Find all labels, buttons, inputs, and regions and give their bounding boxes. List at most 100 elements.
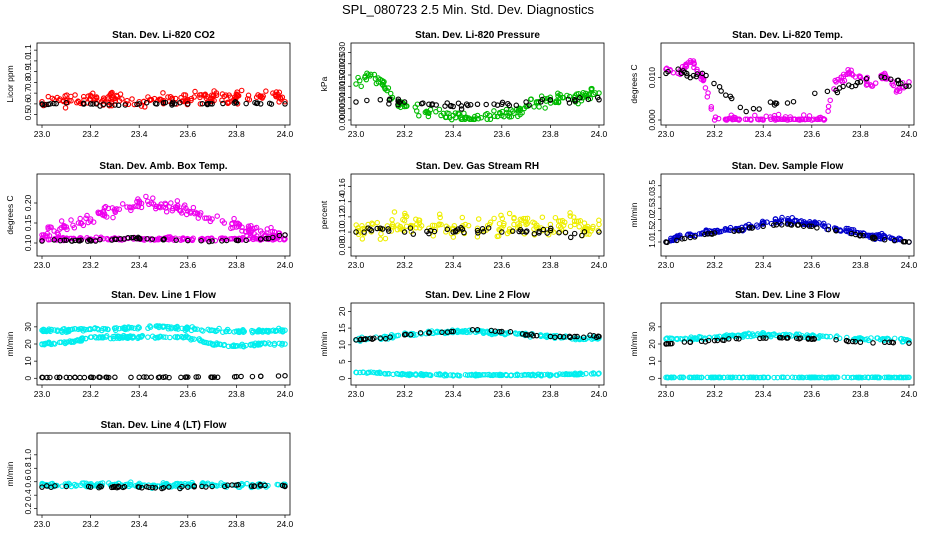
data-point [843,225,849,232]
data-point [437,214,443,221]
series-2 [353,326,602,343]
data-point [207,327,213,334]
data-point [407,225,414,231]
x-tick-label: 23.2 [706,129,723,139]
data-point [121,483,128,490]
data-point [221,341,228,348]
x-tick-label: 23.4 [131,260,148,270]
data-point [252,340,259,346]
data-point [231,374,238,380]
data-point [271,340,278,347]
data-point [364,97,370,104]
series-1 [663,374,912,381]
data-point [427,372,433,378]
data-point [757,116,764,123]
data-point [121,236,127,242]
data-point [492,328,498,334]
data-point [704,94,711,100]
data-point [77,326,83,332]
data-point [74,337,80,344]
data-point [134,101,140,108]
data-point [265,328,272,334]
y-tick-label: 1.1 [23,44,33,56]
data-point [704,231,711,237]
x-tick-label: 23.2 [396,389,413,399]
data-point [391,209,398,215]
data-point [416,217,422,223]
data-point [816,374,823,381]
data-point [223,92,229,98]
data-point [83,215,89,222]
x-tick-label: 23.0 [348,129,365,139]
data-point [105,96,112,102]
series-0 [39,323,288,336]
x-tick-label: 23.6 [494,129,511,139]
data-point [419,371,426,378]
data-point [515,221,521,227]
data-point [265,482,271,489]
data-point [863,82,870,88]
y-tick-label: 0.005 [337,98,347,120]
data-point [166,204,172,210]
x-tick-label: 23.6 [180,519,197,529]
data-point [450,328,456,335]
data-point [394,371,400,377]
data-point [538,93,545,99]
data-point [207,100,214,107]
data-point [547,94,553,101]
data-point [743,108,749,115]
data-point [247,341,254,348]
data-point [790,98,797,105]
data-point [382,335,389,342]
data-point [506,114,513,120]
data-point [726,336,732,342]
data-point [487,219,494,226]
y-tick-label: 3.0 [647,191,657,203]
data-point [499,229,505,235]
y-tick-label: 0.030 [337,42,347,64]
data-point [808,374,814,381]
data-point [268,101,275,107]
data-point [779,214,785,221]
data-point [567,234,574,241]
data-point [544,230,550,236]
data-point [436,106,443,113]
data-point [84,212,90,219]
x-tick-label: 23.2 [82,389,99,399]
data-point [436,211,443,218]
data-point [379,226,386,232]
data-point [744,116,751,123]
data-point [155,374,162,381]
data-point [681,339,688,345]
y-tick-label: 5 [337,359,347,364]
data-point [864,81,871,87]
data-point [376,369,383,375]
data-point [707,374,714,381]
data-point [803,116,809,123]
data-point [367,73,373,79]
data-point [47,101,54,107]
y-axis-label: ml/min [5,461,15,486]
data-point [180,236,186,243]
data-point [353,369,360,376]
data-point [523,99,529,105]
data-point [214,374,221,381]
data-point [672,234,679,241]
data-point [390,334,397,340]
data-point [461,110,467,117]
data-point [752,374,759,381]
data-point [53,100,59,107]
data-point [588,85,594,92]
data-point [54,374,60,381]
data-point [853,336,859,342]
data-point [528,96,534,103]
data-point [849,83,855,90]
data-point [130,234,137,241]
data-point [567,210,573,216]
x-tick-label: 23.4 [755,260,772,270]
x-tick-label: 23.8 [542,260,559,270]
data-point [482,111,489,118]
y-tick-label: 0.9 [23,65,33,77]
data-point [205,235,211,242]
